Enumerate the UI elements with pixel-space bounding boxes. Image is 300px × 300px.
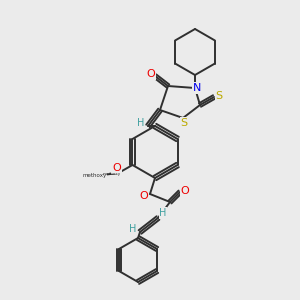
- Text: S: S: [180, 118, 188, 128]
- Text: O: O: [181, 186, 189, 196]
- Text: H: H: [159, 208, 167, 218]
- Text: S: S: [215, 91, 223, 101]
- Text: O: O: [147, 69, 155, 79]
- Text: O: O: [140, 191, 148, 201]
- Text: H: H: [137, 118, 145, 128]
- Text: methoxy: methoxy: [82, 172, 106, 178]
- Text: N: N: [193, 83, 201, 93]
- Text: H: H: [129, 224, 137, 234]
- Text: methoxy: methoxy: [103, 172, 121, 176]
- Text: O: O: [112, 163, 121, 173]
